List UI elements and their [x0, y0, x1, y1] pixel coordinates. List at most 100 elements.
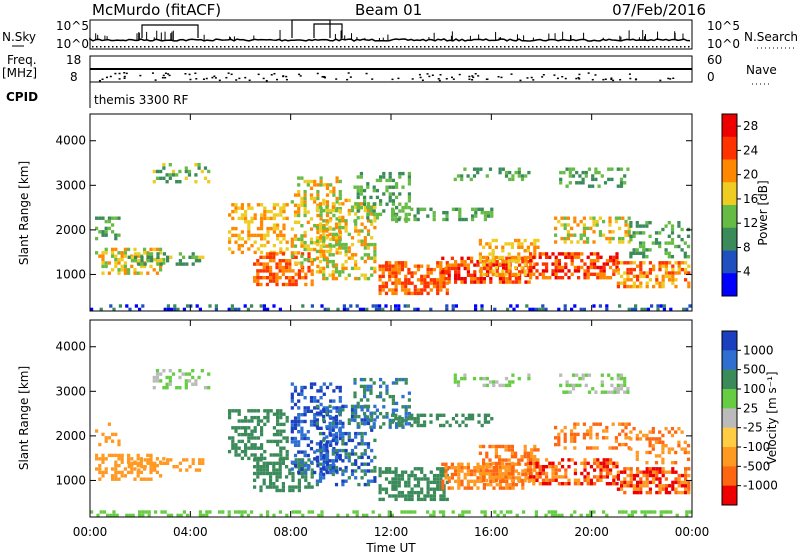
- range-cell: [366, 455, 371, 460]
- range-cell: [483, 413, 487, 417]
- range-cell: [583, 458, 587, 462]
- range-cell: [234, 409, 238, 413]
- range-cell: [683, 255, 687, 259]
- range-cell: [125, 513, 129, 518]
- range-cell: [335, 409, 339, 413]
- velocity-scatter-cells: [90, 369, 692, 518]
- range-cell: [247, 426, 251, 430]
- range-cell: [664, 271, 668, 275]
- range-cell: [117, 271, 121, 275]
- range-cell: [401, 205, 405, 210]
- range-cell: [234, 203, 238, 207]
- range-cell: [524, 260, 528, 264]
- range-cell: [293, 385, 298, 390]
- range-cell: [426, 281, 430, 285]
- range-cell: [416, 497, 421, 502]
- range-cell: [510, 478, 514, 483]
- range-cell: [483, 510, 487, 514]
- range-cell: [325, 464, 330, 468]
- range-cell: [234, 240, 238, 244]
- range-cell: [237, 439, 241, 444]
- range-cell: [566, 236, 570, 241]
- range-cell: [494, 444, 498, 449]
- range-cell: [661, 461, 665, 465]
- range-cell: [334, 421, 339, 426]
- range-cell: [385, 411, 389, 416]
- range-cell: [485, 383, 489, 388]
- range-cell: [114, 264, 118, 269]
- range-cell: [488, 262, 492, 266]
- range-cell: [395, 401, 399, 406]
- range-cell: [522, 510, 526, 514]
- range-cell: [276, 237, 280, 241]
- range-cell: [316, 183, 320, 187]
- range-cell: [626, 278, 630, 282]
- range-cell: [322, 225, 326, 230]
- range-cell: [607, 390, 611, 394]
- range-cell: [624, 422, 628, 426]
- range-cell: [269, 471, 273, 476]
- range-cell: [338, 406, 342, 410]
- range-cell: [265, 262, 269, 266]
- range-cell: [395, 408, 399, 412]
- range-cell: [260, 213, 264, 217]
- range-cell: [478, 269, 482, 273]
- range-cell: [639, 480, 643, 485]
- range-cell: [155, 169, 160, 174]
- range-cell: [610, 390, 614, 394]
- range-cell: [586, 272, 590, 276]
- range-cell: [369, 391, 373, 395]
- range-cell: [618, 216, 622, 220]
- range-cell: [269, 482, 273, 486]
- range-cell: [272, 223, 276, 227]
- range-cell: [325, 452, 329, 456]
- range-cell: [632, 248, 636, 252]
- range-cell: [429, 307, 433, 312]
- range-cell: [366, 398, 370, 402]
- range-cell: [573, 252, 577, 256]
- nave-dot: [161, 77, 164, 79]
- range-cell: [589, 429, 593, 433]
- range-cell: [182, 255, 186, 259]
- range-cell: [404, 408, 408, 412]
- range-cell: [146, 477, 150, 481]
- range-cell: [593, 262, 597, 266]
- range-cell: [360, 442, 364, 446]
- range-cell: [387, 510, 391, 514]
- range-cell: [315, 418, 319, 422]
- range-cell: [454, 266, 458, 271]
- nave-dot: [485, 78, 488, 81]
- range-cell: [544, 307, 548, 312]
- range-cell: [466, 263, 470, 267]
- range-cell: [611, 236, 615, 241]
- power-ylabel: Slant Range [km]: [17, 161, 31, 265]
- range-cell: [246, 513, 250, 518]
- range-cell: [276, 223, 280, 227]
- range-cell: [480, 510, 484, 514]
- range-cell: [668, 490, 672, 495]
- y-tick-label: 3000: [55, 178, 86, 192]
- range-cell: [278, 461, 282, 465]
- range-cell: [293, 220, 298, 224]
- y-tick-label: 4000: [55, 340, 86, 354]
- range-cell: [602, 219, 606, 224]
- colorbar-frame: [721, 330, 738, 506]
- range-cell: [687, 284, 691, 289]
- power-colorbar-label: Power [dB]: [756, 180, 770, 245]
- range-cell: [203, 166, 208, 170]
- n-search-dot: [588, 46, 590, 48]
- range-cell: [560, 223, 564, 227]
- range-cell: [259, 269, 263, 273]
- range-cell: [208, 304, 212, 308]
- nave-dot: [471, 78, 474, 81]
- range-cell: [616, 376, 620, 381]
- range-cell: [627, 230, 631, 234]
- range-cell: [398, 209, 402, 213]
- range-cell: [623, 261, 627, 265]
- range-cell: [307, 255, 311, 259]
- range-cell: [381, 274, 385, 279]
- range-cell: [285, 203, 289, 207]
- range-cell: [276, 415, 280, 420]
- range-cell: [123, 271, 127, 275]
- range-cell: [155, 372, 160, 376]
